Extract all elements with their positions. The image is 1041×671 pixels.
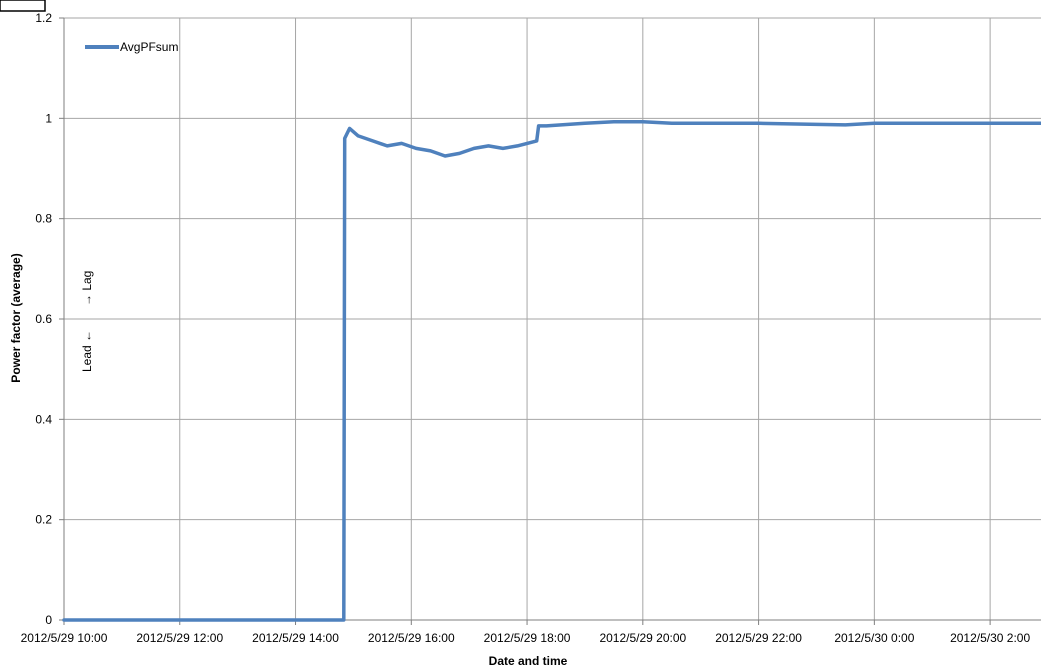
x-tick-labels: 2012/5/29 10:00 2012/5/29 12:00 2012/5/29 …: [21, 631, 1031, 645]
y-tick-label: 0: [45, 613, 52, 627]
y-tick-label: 0.4: [35, 412, 52, 426]
legend: AvgPFsum: [85, 40, 178, 54]
x-axis-title: Date and time: [489, 654, 568, 668]
x-tick-label: 2012/5/30 0:00: [834, 631, 914, 645]
y-tick-label: 1.2: [35, 11, 52, 25]
x-tick-label: 2012/5/29 22:00: [715, 631, 802, 645]
y-axis-title: Power factor (average): [9, 253, 23, 382]
series-line-avgpfsum: [62, 120, 1041, 622]
series-lines: [62, 120, 1041, 622]
lead-annotation: Lead ←: [80, 330, 94, 372]
legend-label: AvgPFsum: [120, 40, 178, 54]
x-tick-label: 2012/5/29 12:00: [136, 631, 223, 645]
x-tick-label: 2012/5/29 14:00: [252, 631, 339, 645]
x-tick-label: 2012/5/29 10:00: [21, 631, 108, 645]
lag-annotation: → Lag: [80, 271, 94, 306]
y-tick-label: 0.6: [35, 312, 52, 326]
y-tick-label: 0.2: [35, 513, 52, 527]
chart-frame-corner: [0, 0, 46, 12]
x-tick-label: 2012/5/29 20:00: [599, 631, 686, 645]
x-tick-label: 2012/5/29 18:00: [484, 631, 571, 645]
y-tick-label: 0.8: [35, 212, 52, 226]
y-tick-labels: 0 0.2 0.4 0.6 0.8 1 1.2: [35, 11, 52, 627]
x-tick-label: 2012/5/30 2:00: [950, 631, 1030, 645]
x-tick-label: 2012/5/29 16:00: [368, 631, 455, 645]
y-tick-label: 1: [45, 111, 52, 125]
gridlines: [64, 17, 1041, 620]
